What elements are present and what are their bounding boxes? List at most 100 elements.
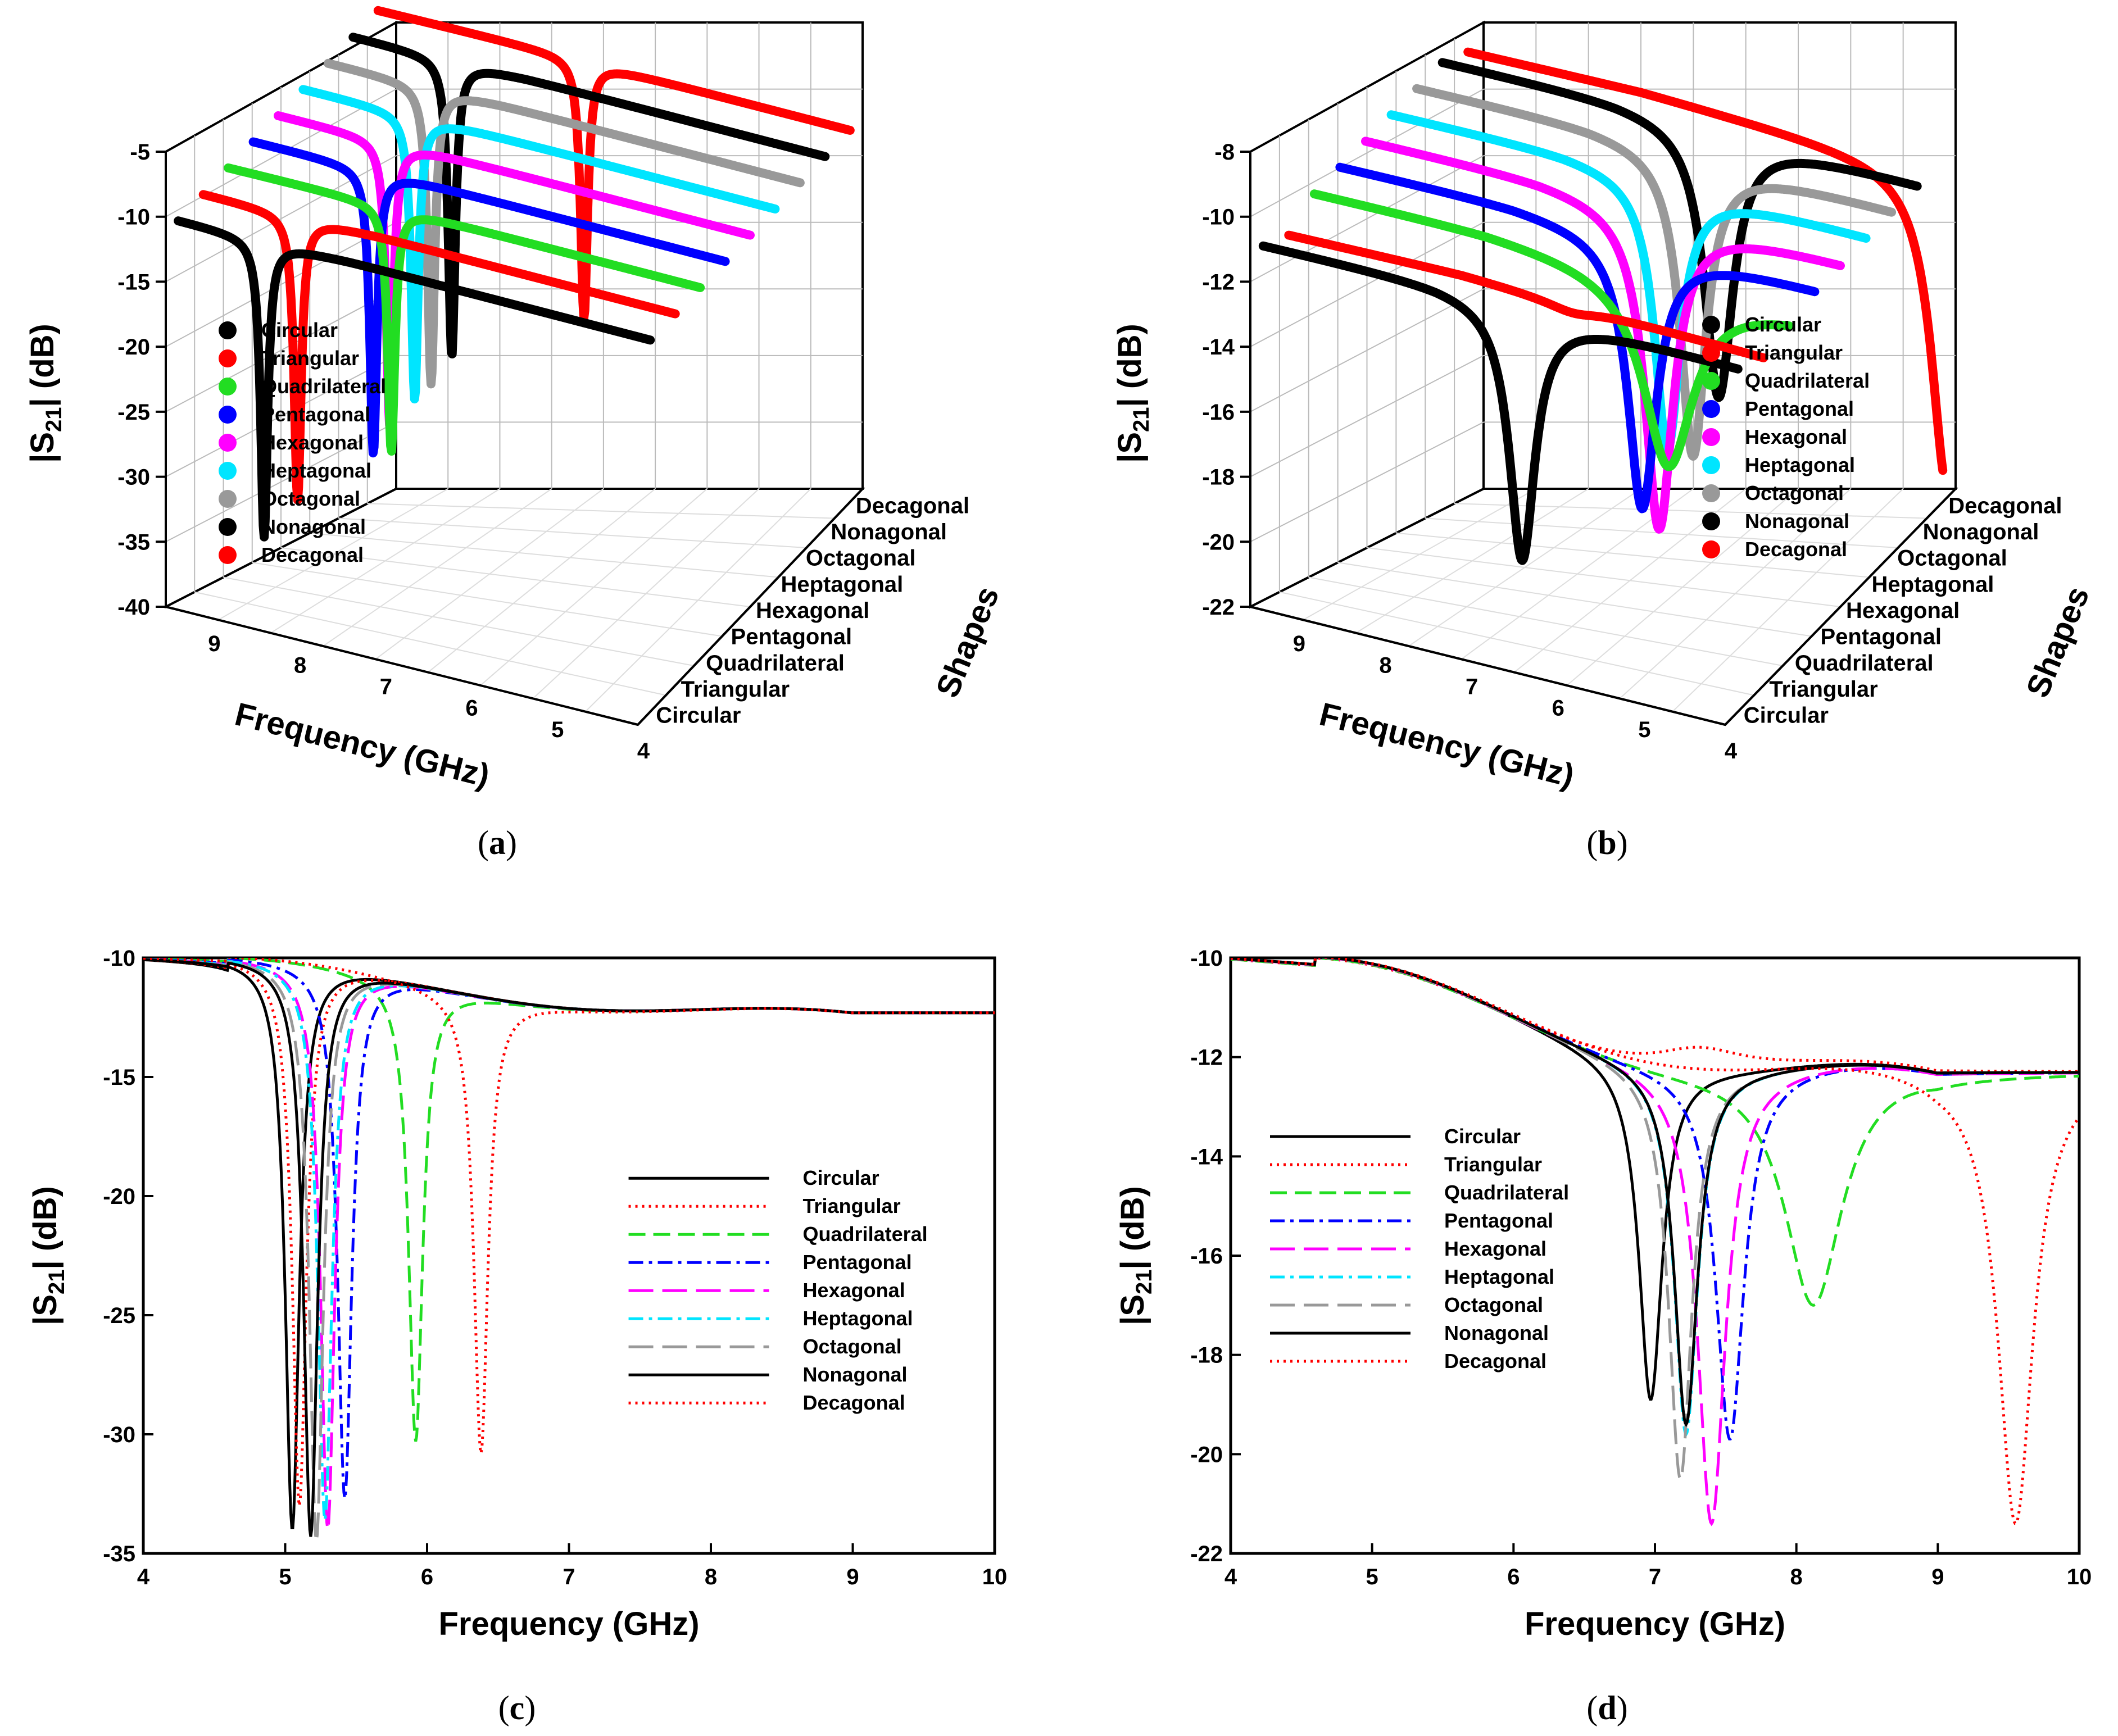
x-tick-label: 6 <box>1507 1565 1520 1589</box>
series-line-decagonal <box>1231 958 2079 1525</box>
series-line-triangular <box>198 190 680 505</box>
x-tick-label: 8 <box>1379 653 1391 678</box>
grid-line <box>270 488 500 634</box>
legend-label: Pentagonal <box>1444 1209 1553 1232</box>
legend-label: Octagonal <box>261 487 360 510</box>
grid-line <box>323 488 552 647</box>
x-tick-label: 7 <box>1466 674 1478 699</box>
legend-marker <box>1702 456 1720 474</box>
legend-label: Octagonal <box>1745 481 1844 505</box>
shape-tick-label: Quadrilateral <box>1795 651 1934 675</box>
x-tick-label: 7 <box>380 674 392 699</box>
x-tick-label: 5 <box>1366 1565 1378 1589</box>
y-tick-label: -12 <box>1190 1046 1223 1070</box>
y-tick-label: -10 <box>117 205 150 230</box>
legend-label: Quadrilateral <box>1745 369 1870 392</box>
grid-line <box>584 488 811 712</box>
legend-marker <box>1702 512 1720 530</box>
x-axis-title: Frequency (GHz) <box>1525 1606 1785 1642</box>
legend-label: Heptagonal <box>261 459 371 482</box>
grid-line <box>1408 488 1641 647</box>
shape-tick-label: Nonagonal <box>831 520 947 544</box>
legend-label: Circular <box>1444 1125 1521 1148</box>
shape-tick-label: Triangular <box>681 677 790 702</box>
x-tick-label: 5 <box>1638 717 1650 742</box>
y-tick-label: -20 <box>1202 530 1235 555</box>
shape-axis-line <box>1724 488 1957 726</box>
shape-tick-label: Octagonal <box>1897 546 2007 571</box>
x-tick-label: 8 <box>1790 1565 1803 1589</box>
series-line-triangular <box>143 958 995 1506</box>
grid-line <box>1279 591 1754 696</box>
shape-axis-title: Shapes <box>2019 581 2097 703</box>
series-group <box>1231 958 2079 1526</box>
grid-line <box>280 547 751 607</box>
series-line-heptagonal <box>298 85 780 404</box>
legend-label: Hexagonal <box>1745 425 1847 448</box>
x-tick-label: 6 <box>1552 696 1564 721</box>
legend-marker <box>219 546 237 564</box>
panel-c-caption: (c) <box>498 1689 536 1726</box>
legend-label: Circular <box>261 319 338 342</box>
shape-tick-label: Octagonal <box>806 546 916 571</box>
legend-label: Heptagonal <box>1745 453 1855 476</box>
x-axis-title: Frequency (GHz) <box>1316 696 1578 794</box>
grid-line <box>1355 488 1589 634</box>
legend-marker <box>1702 428 1720 446</box>
legend-label: Octagonal <box>1444 1293 1543 1316</box>
x-tick-label: 7 <box>1649 1565 1661 1589</box>
x-tick-label: 4 <box>137 1565 150 1589</box>
y-tick-label: -15 <box>117 270 150 294</box>
x-axis-line <box>1250 606 1726 726</box>
grid-line <box>1425 517 1898 548</box>
y-tick-label: -8 <box>1214 140 1235 165</box>
series-line-circular <box>174 216 655 542</box>
x-tick-label: 10 <box>2067 1565 2092 1589</box>
legend-marker <box>219 462 237 480</box>
legend-marker <box>219 378 237 396</box>
series-line-quadrilateral <box>224 163 705 456</box>
y-tick-label: -18 <box>1190 1343 1223 1368</box>
series-line-hexagonal <box>1231 958 2079 1526</box>
legend-label: Triangular <box>1745 341 1843 364</box>
legend-label: Quadrilateral <box>803 1223 928 1246</box>
grid-line <box>1337 562 1812 637</box>
series-line-pentagonal <box>248 137 730 458</box>
legend-label: Nonagonal <box>1444 1321 1549 1344</box>
x-axis-line <box>165 606 638 726</box>
grid-line <box>1619 488 1852 699</box>
x-tick-label: 8 <box>294 653 306 678</box>
legend-marker <box>219 321 237 339</box>
x-axis-title: Frequency (GHz) <box>232 696 493 794</box>
y-axis-title: |S21| (dB) <box>1114 1186 1156 1325</box>
grid-line <box>375 488 604 660</box>
svg-text:(c): (c) <box>498 1689 536 1726</box>
y-axis-title: |S21| (dB) <box>24 324 66 463</box>
x-tick-label: 4 <box>637 739 650 764</box>
chart-a: -5 -10 -15 -20 -25 -30 -35 -40 4 5 6 7 8 9 Frequency (… <box>24 6 1006 794</box>
chart-d: 4 5 6 7 8 9 10 -10 -12 -14 -16 -18 -20 -22 Frequency (… <box>1114 946 2092 1642</box>
series-line-pentagonal <box>1335 162 1820 513</box>
shape-tick-label: Circular <box>656 703 741 728</box>
legend-label: Quadrilateral <box>1444 1181 1569 1204</box>
grid-line <box>1672 488 1904 712</box>
y-tick-label: -12 <box>1202 270 1235 294</box>
series-line-hexagonal <box>274 111 755 430</box>
grid-line <box>1308 576 1783 666</box>
legend-label: Heptagonal <box>1444 1265 1554 1288</box>
grid-line <box>223 576 695 666</box>
grid-line <box>532 488 760 699</box>
series-line-quadrilateral <box>1231 958 2079 1307</box>
x-tick-label: 9 <box>1931 1565 1944 1589</box>
legend-label: Decagonal <box>1444 1349 1546 1373</box>
legend-marker <box>219 349 237 367</box>
grid-line <box>1396 532 1870 578</box>
legend-label: Nonagonal <box>803 1363 908 1386</box>
series-line-heptagonal <box>143 958 995 1520</box>
x-tick-label: 8 <box>705 1565 717 1589</box>
series-group <box>143 958 995 1542</box>
shape-tick-label: Quadrilateral <box>706 651 845 675</box>
panel-a-caption: (a) <box>478 824 517 861</box>
shape-tick-label: Pentagonal <box>731 625 852 649</box>
